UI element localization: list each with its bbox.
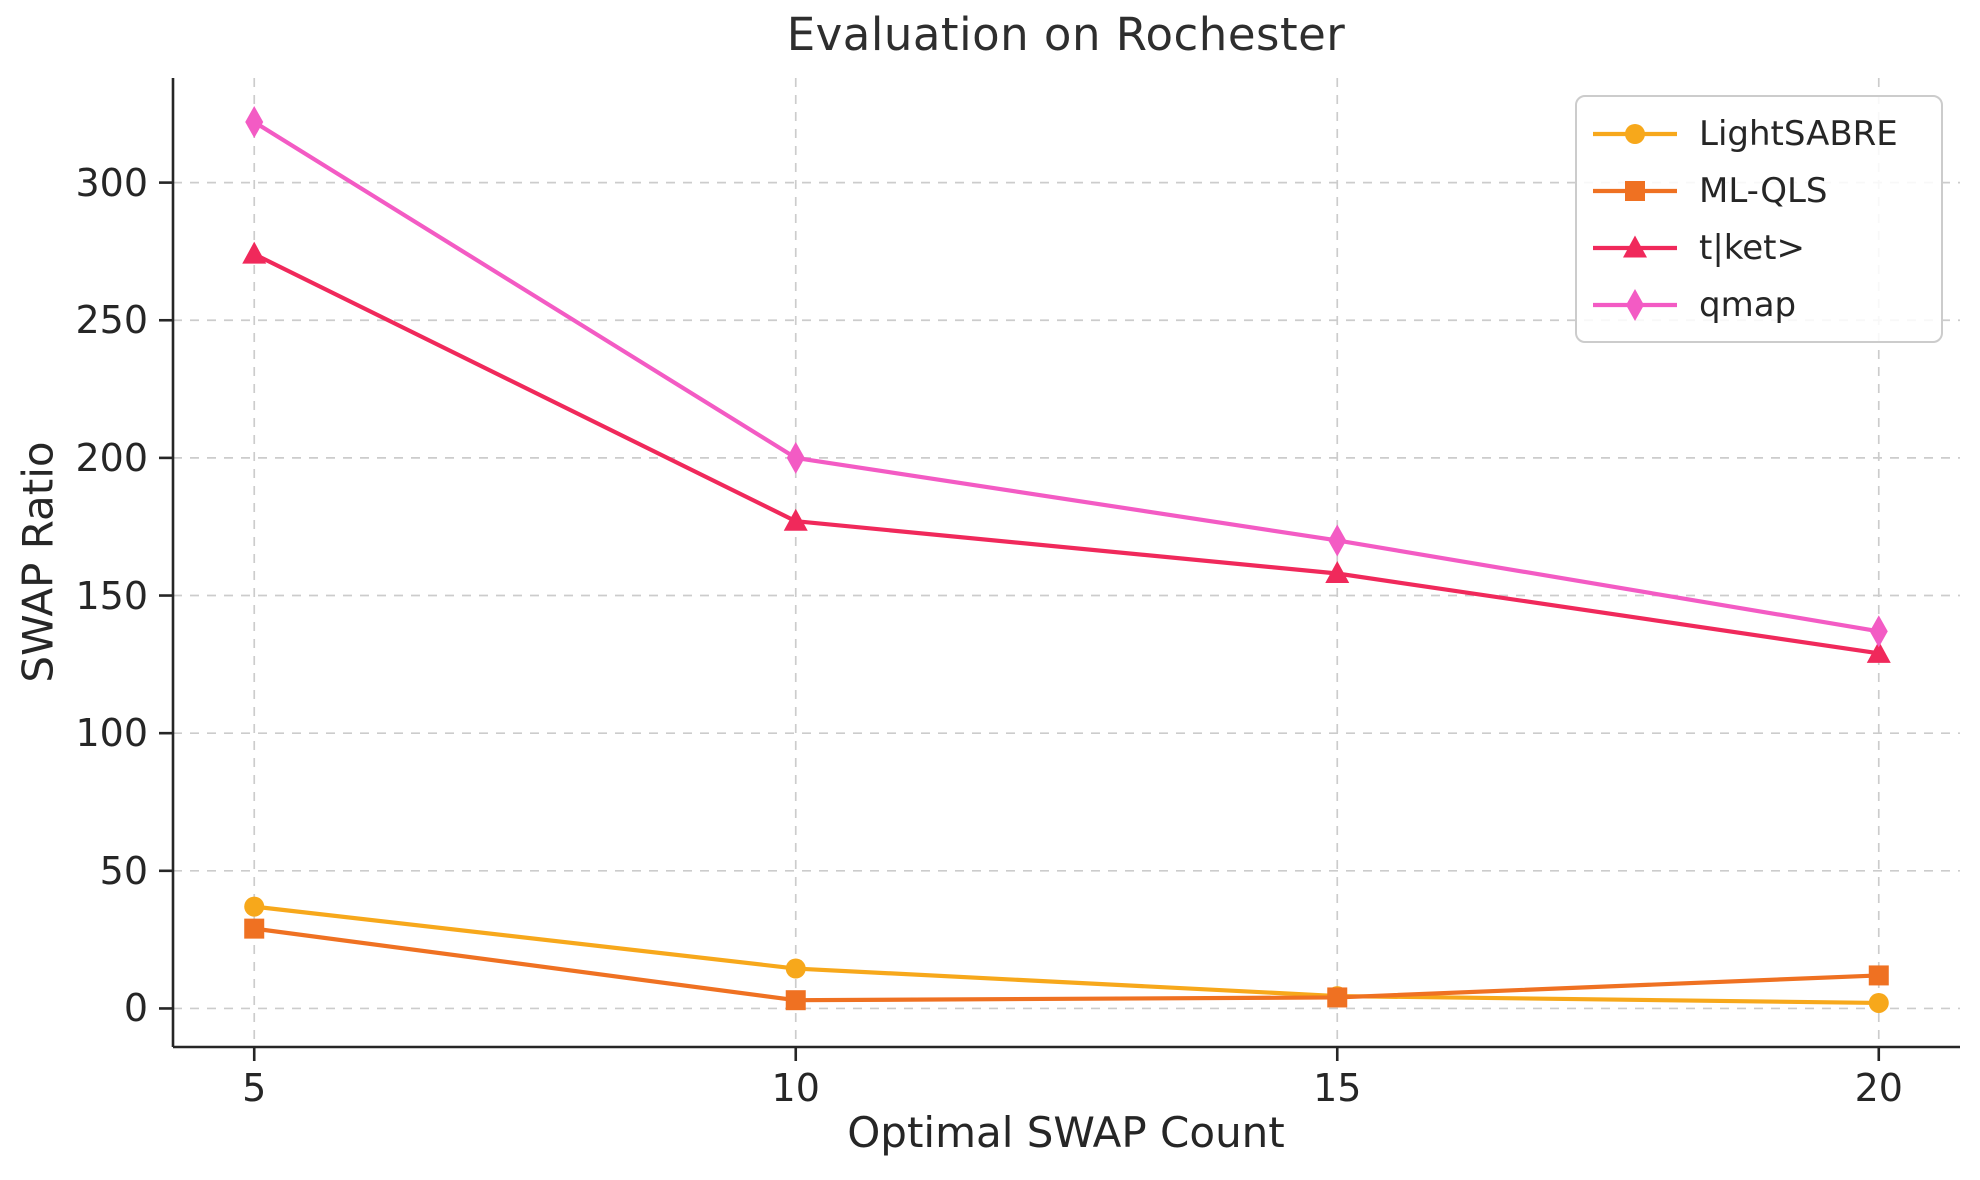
marker-t|ket>-x20 [1866, 640, 1891, 663]
circle-marker-sample-icon [1593, 123, 1677, 144]
marker-LightSABRE-x10 [785, 958, 806, 979]
legend-label: qmap [1699, 284, 1797, 325]
x-tick-label-20: 20 [1854, 1066, 1903, 1110]
chart-title: Evaluation on Rochester [786, 8, 1346, 61]
legend-item-lightsabre: LightSABRE [1591, 106, 1927, 162]
series-line-t|ket> [252, 252, 1881, 656]
legend-item-t-ket-: t|ket> [1591, 220, 1927, 276]
x-tick-label-5: 5 [242, 1066, 267, 1110]
y-tick-label-300: 300 [75, 160, 148, 205]
triangle-marker-sample-icon [1593, 235, 1677, 257]
marker-LightSABRE-x20 [1868, 992, 1889, 1013]
marker-qmap-x15 [1328, 524, 1347, 557]
y-tick-label-100: 100 [75, 711, 148, 756]
y-tick-label-250: 250 [75, 298, 148, 343]
legend-label: LightSABRE [1699, 113, 1898, 154]
legend-label: ML-QLS [1699, 170, 1828, 211]
marker-qmap-x20 [1869, 615, 1888, 648]
legend-item-ml-qls: ML-QLS [1591, 163, 1927, 219]
square-marker-sample-icon [1593, 180, 1677, 201]
series-line-ML-QLS [252, 926, 1881, 1003]
series-line-qmap [252, 119, 1881, 634]
x-tick-label-15: 15 [1313, 1066, 1362, 1110]
marker-t|ket>-x10 [783, 508, 808, 531]
diamond-marker-sample-icon [1593, 288, 1677, 321]
x-axis-label: Optimal SWAP Count [847, 1108, 1285, 1157]
marker-LightSABRE-x5 [244, 896, 265, 917]
marker-ML-QLS-x20 [1868, 965, 1889, 986]
marker-t|ket>-x5 [242, 241, 267, 264]
y-tick-label-200: 200 [75, 435, 148, 480]
legend: LightSABRE ML-QLS t|ket> qmap [1575, 95, 1943, 343]
y-tick-label-50: 50 [99, 848, 148, 893]
marker-qmap-x5 [245, 106, 264, 139]
series-line-LightSABRE [252, 904, 1881, 1006]
legend-label: t|ket> [1699, 227, 1806, 268]
marker-qmap-x10 [786, 441, 805, 474]
marker-ML-QLS-x10 [785, 990, 806, 1011]
x-tick-label-10: 10 [771, 1066, 820, 1110]
legend-item-qmap: qmap [1591, 277, 1927, 333]
marker-ML-QLS-x5 [244, 918, 265, 939]
marker-ML-QLS-x15 [1327, 987, 1348, 1008]
y-tick-label-150: 150 [75, 573, 148, 618]
marker-t|ket>-x15 [1325, 561, 1350, 584]
y-tick-label-0: 0 [123, 986, 148, 1031]
